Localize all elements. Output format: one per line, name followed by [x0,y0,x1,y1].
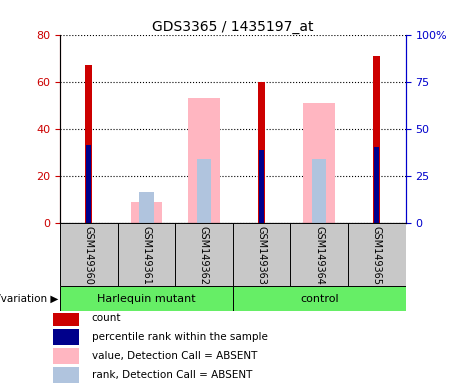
Text: GSM149362: GSM149362 [199,226,209,285]
Title: GDS3365 / 1435197_at: GDS3365 / 1435197_at [152,20,313,33]
Text: GSM149361: GSM149361 [142,226,151,285]
Bar [53,329,79,345]
Text: GSM149364: GSM149364 [314,226,324,285]
Bar [258,82,265,223]
Text: genotype/variation ▶: genotype/variation ▶ [0,293,58,304]
Bar [86,145,91,223]
Bar [53,349,79,364]
Text: percentile rank within the sample: percentile rank within the sample [92,332,267,342]
Bar [303,103,335,223]
Bar [373,56,380,223]
Text: value, Detection Call = ABSENT: value, Detection Call = ABSENT [92,351,257,361]
Bar [130,202,162,223]
Text: GSM149363: GSM149363 [257,226,266,285]
Text: GSM149365: GSM149365 [372,226,382,285]
Bar [53,310,79,326]
Bar [197,159,211,223]
Bar [53,367,79,382]
Bar [259,150,264,223]
Bar [60,286,233,311]
Bar [312,159,326,223]
Bar [85,65,92,223]
Bar [188,98,220,223]
Bar [139,192,154,223]
Bar [233,286,406,311]
Text: rank, Detection Call = ABSENT: rank, Detection Call = ABSENT [92,370,252,380]
Text: Harlequin mutant: Harlequin mutant [97,293,195,304]
Bar [374,147,379,223]
Text: control: control [300,293,338,304]
Text: GSM149360: GSM149360 [84,226,94,285]
Text: count: count [92,313,121,323]
